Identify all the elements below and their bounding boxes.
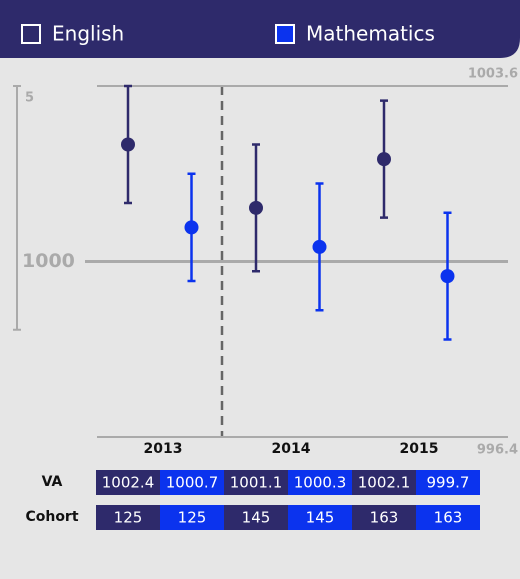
legend-label[interactable]: Mathematics (306, 22, 435, 46)
table-cell (96, 470, 160, 495)
table-cell (288, 505, 352, 530)
x-tick-label: 2014 (272, 441, 311, 457)
table-cell (160, 470, 224, 495)
y-tick-label: 996.4 (477, 443, 518, 458)
legend-checkbox[interactable] (21, 24, 41, 44)
scale-bar-label: 5 (25, 91, 34, 106)
point (440, 269, 455, 284)
table-cell (224, 505, 288, 530)
row-label: VA (42, 474, 63, 490)
x-tick-label: 2015 (400, 441, 439, 457)
table-value: 125 (114, 509, 143, 527)
table-value: 999.7 (427, 474, 470, 492)
table-cell (416, 505, 480, 530)
table-value: 125 (178, 509, 207, 527)
table-value: 1001.1 (230, 474, 283, 492)
table-cell (352, 470, 416, 495)
table-cell (224, 470, 288, 495)
point (121, 137, 135, 152)
table-cell (160, 505, 224, 530)
y-tick-label: 1003.6 (468, 67, 518, 82)
table-value: 163 (434, 509, 463, 527)
row-label: Cohort (25, 509, 78, 525)
point (249, 200, 263, 215)
point (377, 152, 391, 167)
legend-label[interactable]: English (52, 22, 124, 46)
x-tick-label: 2013 (144, 441, 183, 457)
table-value: 1000.3 (294, 474, 347, 492)
table-value: 163 (370, 509, 399, 527)
point (312, 239, 327, 254)
table-value: 1002.1 (358, 474, 411, 492)
table-cell (96, 505, 160, 530)
table-value: 1002.4 (102, 474, 155, 492)
legend-checkbox[interactable] (275, 24, 295, 44)
table-value: 145 (242, 509, 271, 527)
table-cell (288, 470, 352, 495)
table-value: 1000.7 (166, 474, 219, 492)
point (184, 220, 199, 235)
legend-bar (0, 0, 520, 58)
table-cell (416, 470, 480, 495)
table-cell (352, 505, 416, 530)
table-value: 145 (306, 509, 335, 527)
y-tick-label: 1000 (22, 250, 75, 272)
